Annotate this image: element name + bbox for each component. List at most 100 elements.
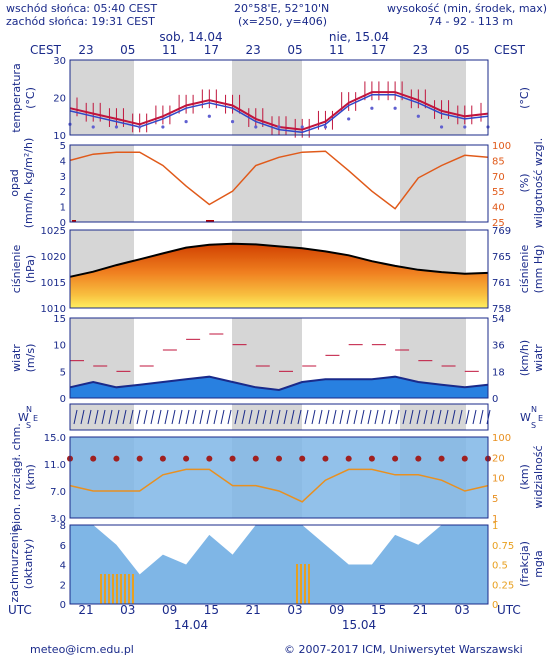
tick-label: 3 xyxy=(60,172,66,183)
cloud-area xyxy=(70,525,488,575)
bottom-hour-label: 09 xyxy=(162,603,177,617)
cloud-top-point xyxy=(415,455,422,462)
tick-label: 3.0 xyxy=(50,514,66,525)
label-cloudiness-unit: (oktanty) xyxy=(22,539,35,590)
wind-dir-arrow xyxy=(269,409,274,425)
label-fog-unit: (frakcja) xyxy=(518,541,531,587)
wind-dir-arrow xyxy=(325,409,330,425)
wind-dir-arrow xyxy=(220,409,225,425)
tick-label: 0 xyxy=(60,218,66,229)
cloud-top-point xyxy=(183,455,190,462)
tick-label: 2 xyxy=(60,187,66,198)
wind-dir-arrow xyxy=(444,409,449,425)
tick-label: 18 xyxy=(492,367,505,378)
temp-point xyxy=(254,125,258,129)
tick-label: 54 xyxy=(492,314,505,325)
label-precip: opad xyxy=(8,169,21,196)
bottom-hour-label: 15 xyxy=(371,603,386,617)
bottom-hour-label: 21 xyxy=(246,603,261,617)
temp-point xyxy=(230,120,235,124)
sunrise-text: wschód słońca: 05:40 CEST xyxy=(6,2,158,15)
day-label-bottom: 15.04 xyxy=(342,618,376,632)
tick-label: 5 xyxy=(60,367,66,378)
wind-dir-arrow xyxy=(423,409,428,425)
wind-dir-arrow xyxy=(115,409,120,425)
wind-dir-arrow xyxy=(129,409,134,425)
tick-label: 1 xyxy=(492,521,498,532)
label-pressure-unit-right: (mm Hg) xyxy=(532,245,545,294)
footer-email[interactable]: meteo@icm.edu.pl xyxy=(30,643,134,656)
cloud-top-point xyxy=(322,455,329,462)
bottom-hour-label: 21 xyxy=(413,603,428,617)
tick-label: 20 xyxy=(53,94,66,105)
night-band xyxy=(400,145,466,222)
cloud-top-point xyxy=(461,455,468,462)
tick-label: 1010 xyxy=(41,304,66,315)
wind-dir-arrow xyxy=(297,409,302,425)
wind-dir-arrow xyxy=(374,409,379,425)
wind-dir-arrow xyxy=(353,409,358,425)
tick-label: 85 xyxy=(492,156,505,167)
wind-dir-arrow xyxy=(136,409,141,425)
tick-label: 5 xyxy=(492,494,498,505)
label-wind: wiatr xyxy=(10,344,23,372)
cloud-top-point xyxy=(438,455,445,462)
bottom-hour-label: 21 xyxy=(78,603,93,617)
temp-point xyxy=(300,125,304,129)
wind-dir-arrow xyxy=(465,409,470,425)
wind-dir-arrow xyxy=(388,409,393,425)
fog-bar xyxy=(104,574,106,604)
height-values: 74 - 92 - 113 m xyxy=(428,15,514,28)
cloud-top-point xyxy=(276,455,282,462)
label-visibility-unit: (km) xyxy=(518,464,531,490)
compass-right-s: S xyxy=(531,421,536,430)
cloud-top-point xyxy=(229,455,236,462)
wind-dir-arrow xyxy=(430,409,435,425)
cloud-top-point xyxy=(136,455,143,462)
cloud-top-point xyxy=(159,455,166,462)
sunset-text: zachód słońca: 19:31 CEST xyxy=(6,15,155,28)
temp-point xyxy=(277,125,281,129)
wind-dir-arrow xyxy=(360,409,365,425)
cloud-top-point xyxy=(345,455,352,462)
wind-dir-arrow xyxy=(479,409,484,425)
label-wind-unit-right: (km/h) xyxy=(518,340,531,376)
temp-point xyxy=(439,125,444,129)
label-visibility: widzialność xyxy=(532,445,545,508)
wind-dir-arrow xyxy=(73,409,78,425)
tick-label: 4 xyxy=(60,156,66,167)
wind-dir-arrow xyxy=(234,409,239,425)
tick-label: 20 xyxy=(492,453,505,464)
compass-left-e: E xyxy=(33,414,38,423)
top-hour-label: 11 xyxy=(162,43,177,57)
tick-label: 6 xyxy=(60,541,66,552)
wind-dir-arrow xyxy=(164,409,169,425)
wind-dir-arrow xyxy=(262,409,267,425)
cloud-top-point xyxy=(252,455,259,462)
tick-label: 1 xyxy=(492,514,498,525)
cloud-top-point xyxy=(299,455,306,462)
wind-dir-arrow xyxy=(472,409,477,425)
cloud-top-point xyxy=(368,455,375,462)
tick-label: 36 xyxy=(492,341,505,352)
wind-dir-arrow xyxy=(199,409,204,425)
cloud-top-point xyxy=(206,455,213,462)
tick-label: 1025 xyxy=(41,226,66,237)
top-zone-right: CEST xyxy=(494,43,526,57)
tick-label: 11.0 xyxy=(44,460,66,471)
tick-label: 5 xyxy=(60,141,66,152)
wind-area xyxy=(70,376,488,398)
night-band xyxy=(232,404,302,430)
fog-bar xyxy=(132,574,134,604)
tick-label: 30 xyxy=(53,56,66,67)
coords-text: 20°58'E, 52°10'N xyxy=(234,2,330,15)
tick-label: 0.25 xyxy=(492,580,514,591)
tick-label: 40 xyxy=(492,203,505,214)
temp-point xyxy=(416,114,420,118)
tick-label: 769 xyxy=(492,226,511,237)
wind-dir-arrow xyxy=(276,409,281,425)
panel-frame-wind_dir xyxy=(69,403,489,431)
cloud-top-point xyxy=(392,455,399,462)
compass-right: W xyxy=(520,411,531,424)
